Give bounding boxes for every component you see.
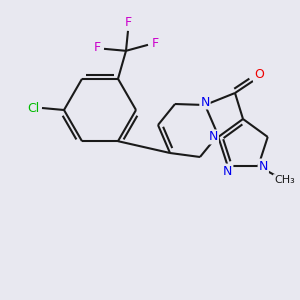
Text: N: N xyxy=(223,164,232,178)
Text: Cl: Cl xyxy=(27,101,39,115)
Text: N: N xyxy=(259,160,268,172)
Text: F: F xyxy=(124,16,132,29)
Text: F: F xyxy=(93,41,100,54)
Text: N: N xyxy=(200,95,210,109)
Text: N: N xyxy=(208,130,218,143)
Text: O: O xyxy=(254,68,264,82)
Text: F: F xyxy=(152,37,159,50)
Text: CH₃: CH₃ xyxy=(274,175,295,185)
